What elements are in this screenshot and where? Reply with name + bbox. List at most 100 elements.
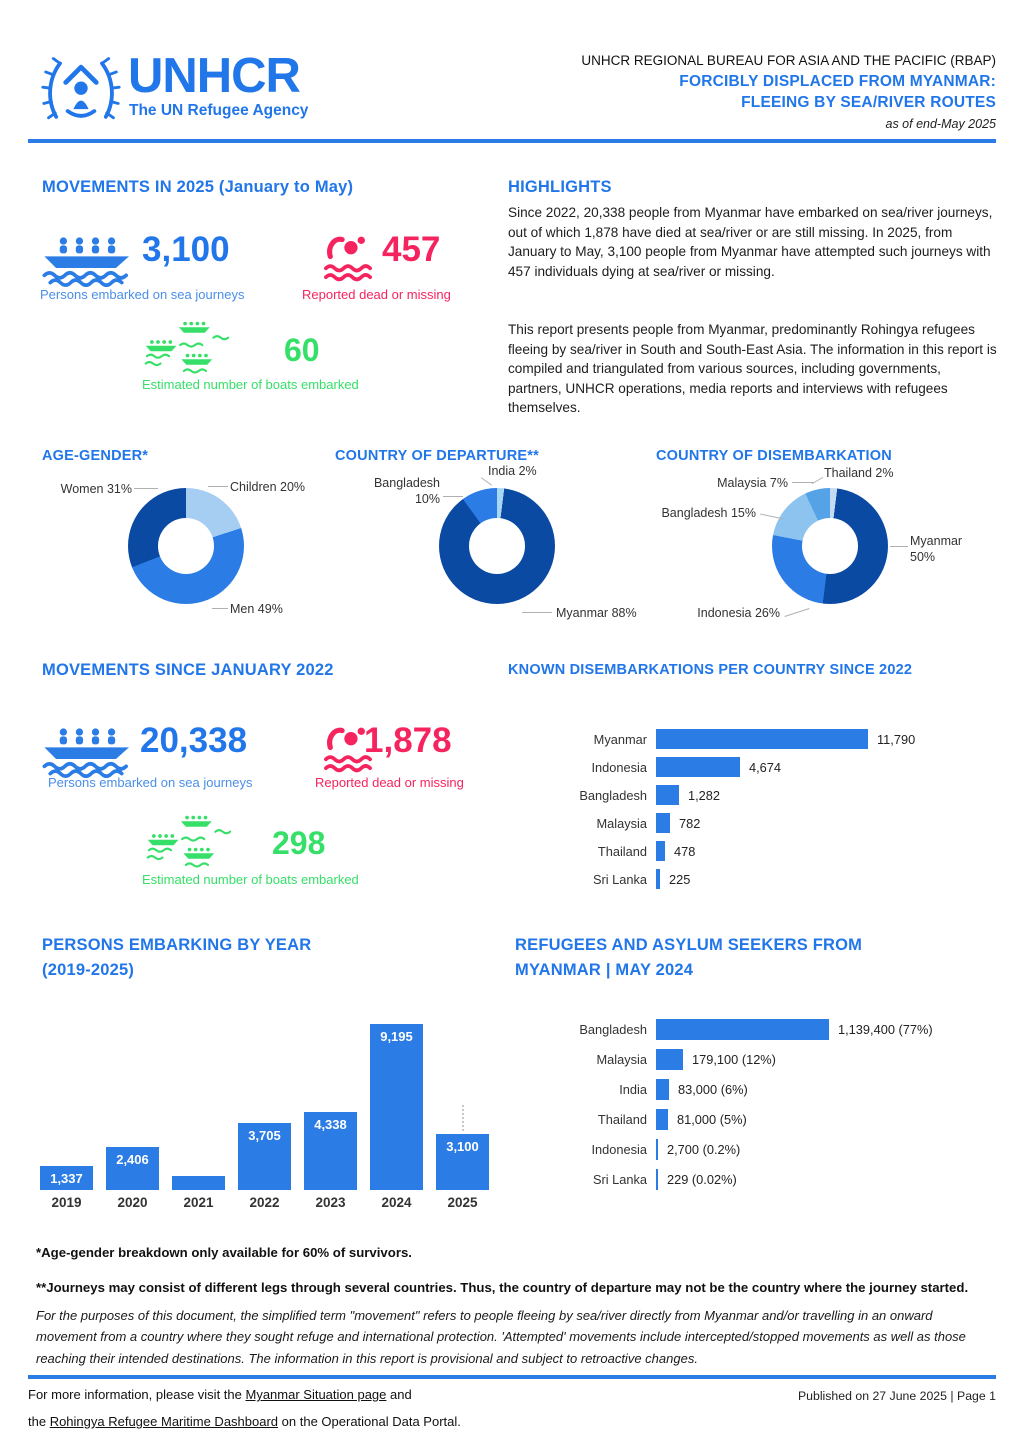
chart-title-by-year-line2: (2019-2025) bbox=[42, 960, 135, 979]
bar-value-label: 1,337 bbox=[50, 1171, 83, 1186]
chart-title-departure: COUNTRY OF DEPARTURE** bbox=[335, 448, 539, 464]
bar-value-label: 3,100 bbox=[446, 1139, 479, 1154]
boats-fleet-icon bbox=[144, 321, 230, 374]
footnote-journeys: **Journeys may consist of different legs… bbox=[36, 1280, 969, 1295]
age-gender-donut bbox=[128, 488, 244, 604]
logo-wordmark: UNHCR bbox=[128, 49, 301, 103]
bar-row: Malaysia 179,100 (12%) bbox=[508, 1049, 933, 1070]
bar-category-label: Sri Lanka bbox=[592, 871, 647, 887]
footer-text: the bbox=[28, 1414, 50, 1429]
by-year-bar-chart: 1,337 2019 2,406 2020 2021 3,705 2022 4,338 2023… bbox=[40, 1000, 489, 1210]
footer-text: For more information, please visit the bbox=[28, 1387, 246, 1402]
report-title-line1: FORCIBLY DISPLACED FROM MYANMAR: bbox=[679, 73, 996, 90]
bar-row: Indonesia 4,674 bbox=[508, 757, 915, 777]
chart-title-by-year-line1: PERSONS EMBARKING BY YEAR bbox=[42, 936, 312, 954]
stat-embarked-2025-label: Persons embarked on sea journeys bbox=[40, 287, 245, 302]
refugees-bar-chart: Bangladesh 1,139,400 (77%) Malaysia 179,100… bbox=[508, 1019, 933, 1199]
stat-embarked-2022: 20,338 bbox=[140, 721, 248, 760]
footnote-definition: For the purposes of this document, the s… bbox=[36, 1308, 966, 1366]
chart-title-disembarkations-since-2022: KNOWN DISEMBARKATIONS PER COUNTRY SINCE … bbox=[508, 662, 913, 678]
bar-row: Thailand 478 bbox=[508, 841, 915, 861]
highlights-paragraph-1: Since 2022, 20,338 people from Myanmar h… bbox=[508, 205, 993, 279]
bar-row: Bangladesh 1,139,400 (77%) bbox=[508, 1019, 933, 1040]
chart-title-by-year: PERSONS EMBARKING BY YEAR (2019-2025) bbox=[42, 933, 311, 983]
callout-men: Men 49% bbox=[230, 602, 283, 616]
stat-dead-missing-2025: 457 bbox=[382, 230, 441, 269]
age-gender-chart: Women 31% Children 20% Men 49% bbox=[30, 468, 330, 668]
bar-category-label: Indonesia bbox=[591, 759, 648, 775]
bar: 3,705 bbox=[238, 1123, 291, 1190]
bar-value-label: 179,100 (12%) bbox=[692, 1052, 776, 1067]
bar-column: 2,406 2020 bbox=[106, 1000, 159, 1210]
bar bbox=[656, 813, 670, 833]
footer-text: on the Operational Data Portal. bbox=[278, 1414, 461, 1429]
departure-chart: Bangladesh 10% India 2% Myanmar 88% bbox=[330, 464, 660, 668]
stat-boats-2025: 60 bbox=[284, 332, 320, 368]
myanmar-situation-page-link[interactable]: Myanmar Situation page bbox=[245, 1387, 387, 1402]
bureau-line: UNHCR REGIONAL BUREAU FOR ASIA AND THE P… bbox=[581, 53, 996, 68]
callout-line bbox=[811, 476, 824, 485]
footer-line-2: the Rohingya Refugee Maritime Dashboard … bbox=[28, 1414, 461, 1429]
boat-people-icon bbox=[42, 237, 130, 287]
bar-category-label: India bbox=[619, 1082, 647, 1097]
bar-value-label: 9,195 bbox=[380, 1029, 413, 1044]
callout-line bbox=[522, 612, 552, 613]
drowning-person-icon bbox=[324, 727, 372, 773]
bar-column: 3,100 2025 bbox=[436, 1000, 489, 1210]
bar-row: Sri Lanka 225 bbox=[508, 869, 915, 889]
stat-boats-2025-label: Estimated number of boats embarked bbox=[142, 377, 359, 392]
callout-line bbox=[212, 608, 228, 609]
section-title-highlights: HIGHLIGHTS bbox=[508, 178, 612, 196]
bar-row: Bangladesh 1,282 bbox=[508, 785, 915, 805]
bar bbox=[172, 1176, 225, 1190]
chart-title-refugees-line1: REFUGEES AND ASYLUM SEEKERS FROM bbox=[515, 936, 863, 954]
maritime-dashboard-link[interactable]: Rohingya Refugee Maritime Dashboard bbox=[49, 1414, 279, 1429]
projection-dotted-line bbox=[461, 1105, 464, 1131]
bar-value-label: 1,282 bbox=[688, 787, 721, 803]
bar bbox=[656, 729, 868, 749]
bar bbox=[656, 1079, 669, 1100]
bar-value-label: 229 (0.02%) bbox=[667, 1172, 737, 1187]
bar-row: Thailand 81,000 (5%) bbox=[508, 1109, 933, 1130]
stat-boats-2022-label: Estimated number of boats embarked bbox=[142, 872, 359, 887]
bar-value-label: 4,674 bbox=[749, 759, 782, 775]
disembarkation-donut bbox=[772, 488, 888, 604]
footer-line-1: For more information, please visit the M… bbox=[28, 1387, 412, 1402]
callout-women: Women 31% bbox=[60, 482, 132, 496]
boat-people-icon bbox=[42, 728, 130, 778]
departure-donut bbox=[439, 488, 555, 604]
bar-category-label: Thailand bbox=[597, 843, 647, 859]
bar-year-label: 2023 bbox=[315, 1195, 346, 1210]
divider bbox=[28, 139, 996, 143]
bar bbox=[656, 1139, 658, 1160]
bar-year-label: 2021 bbox=[183, 1195, 214, 1210]
section-title-movements-2022: MOVEMENTS SINCE JANUARY 2022 bbox=[42, 661, 334, 679]
bar-category-label: Myanmar bbox=[593, 731, 647, 747]
callout-indonesia: Indonesia 26% bbox=[697, 606, 780, 620]
published-date: Published on 27 June 2025 | Page 1 bbox=[797, 1389, 996, 1403]
bar: 9,195 bbox=[370, 1024, 423, 1190]
bar bbox=[656, 1049, 683, 1070]
callout-line bbox=[890, 546, 908, 547]
bar bbox=[656, 785, 679, 805]
disembarkation-chart: Thailand 2% Malaysia 7% Bangladesh 15% M… bbox=[660, 466, 1024, 668]
bar-row: Indonesia 2,700 (0.2%) bbox=[508, 1139, 933, 1160]
chart-title-refugees-line2: MYANMAR | MAY 2024 bbox=[515, 960, 694, 979]
bar-column: 4,338 2023 bbox=[304, 1000, 357, 1210]
bar-row: Sri Lanka 229 (0.02%) bbox=[508, 1169, 933, 1190]
bar-year-label: 2020 bbox=[117, 1195, 148, 1210]
bar-year-label: 2025 bbox=[447, 1195, 478, 1210]
callout-children: Children 20% bbox=[230, 480, 306, 494]
bar-row: India 83,000 (6%) bbox=[508, 1079, 933, 1100]
callout-line bbox=[784, 608, 810, 617]
bar-value-label: 2,406 bbox=[116, 1152, 149, 1167]
chart-title-age-gender: AGE-GENDER* bbox=[42, 448, 149, 464]
bar-value-label: 782 bbox=[679, 815, 701, 831]
callout-line bbox=[443, 496, 463, 497]
bar-value-label: 2,700 (0.2%) bbox=[667, 1142, 741, 1157]
callout-myanmar-50: Myanmar 50% bbox=[910, 534, 963, 564]
drowning-person-icon bbox=[324, 236, 372, 282]
bar-value-label: 3,705 bbox=[248, 1128, 281, 1143]
bar bbox=[656, 841, 665, 861]
